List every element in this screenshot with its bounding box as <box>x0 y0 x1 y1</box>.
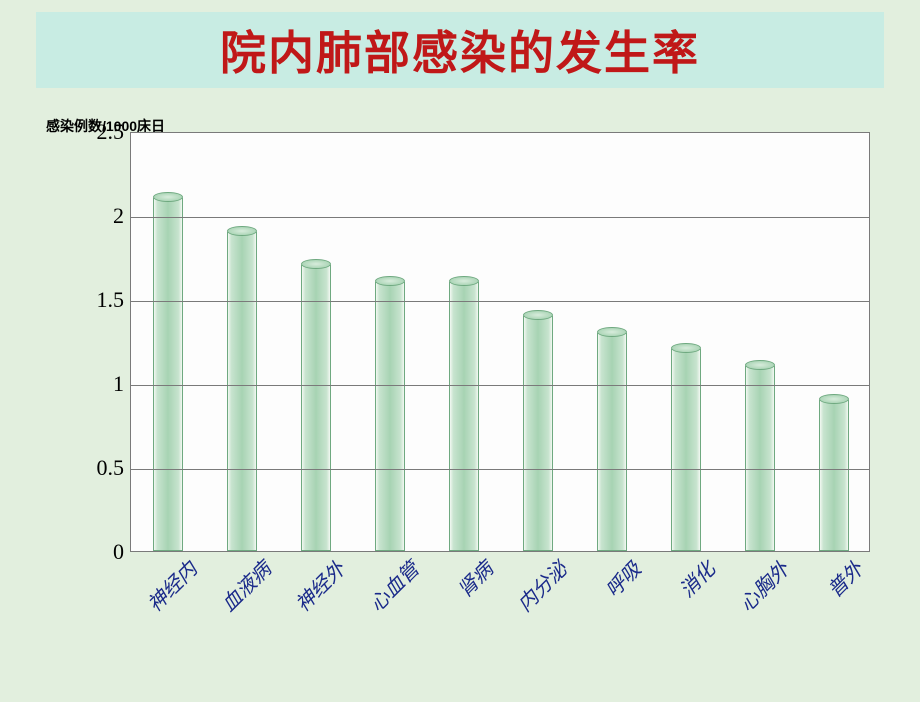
y-tick-label: 0.5 <box>70 455 124 481</box>
bar-body <box>227 232 257 551</box>
bar <box>227 232 257 551</box>
page-title: 院内肺部感染的发生率 <box>220 17 700 83</box>
bar <box>819 400 849 551</box>
bar-cap <box>227 226 257 236</box>
gridline <box>131 385 869 386</box>
bar <box>449 282 479 551</box>
bar <box>375 282 405 551</box>
bar <box>301 265 331 551</box>
bar-body <box>153 198 183 551</box>
bar-body <box>597 333 627 551</box>
bar-body <box>745 366 775 551</box>
bar-body <box>449 282 479 551</box>
bar-body <box>523 316 553 551</box>
bar <box>671 349 701 551</box>
chart-container: 0 0.5 1 1.5 2 2.5 神经内血液病神经外心血管肾病内分泌呼吸消化心胸外普外 <box>70 122 890 632</box>
x-tick-label: 肾病 <box>435 554 498 617</box>
title-band: 院内肺部感染的发生率 <box>36 12 884 88</box>
x-tick-label: 神经外 <box>287 554 350 617</box>
bar <box>597 333 627 551</box>
plot-area <box>130 132 870 552</box>
x-tick-label: 内分泌 <box>509 554 572 617</box>
gridline <box>131 469 869 470</box>
gridline <box>131 301 869 302</box>
x-tick-label: 神经内 <box>139 554 202 617</box>
bar <box>523 316 553 551</box>
x-tick-label: 心血管 <box>361 554 424 617</box>
bar <box>745 366 775 551</box>
bar-cap <box>819 394 849 404</box>
x-tick-label: 血液病 <box>213 554 276 617</box>
gridline <box>131 217 869 218</box>
bar-body <box>671 349 701 551</box>
y-tick-label: 1.5 <box>70 287 124 313</box>
y-tick-label: 2.5 <box>70 119 124 145</box>
bar-cap <box>523 310 553 320</box>
x-labels: 神经内血液病神经外心血管肾病内分泌呼吸消化心胸外普外 <box>130 554 870 674</box>
x-tick-label: 呼吸 <box>583 554 646 617</box>
bar-cap <box>597 327 627 337</box>
y-tick-label: 1 <box>70 371 124 397</box>
bar-body <box>375 282 405 551</box>
bar-body <box>819 400 849 551</box>
x-tick-label: 消化 <box>657 554 720 617</box>
y-tick-label: 0 <box>70 539 124 565</box>
bar-body <box>301 265 331 551</box>
y-tick-label: 2 <box>70 203 124 229</box>
x-tick-label: 心胸外 <box>731 554 794 617</box>
bars-group <box>131 133 869 551</box>
x-tick-label: 普外 <box>805 554 868 617</box>
bar <box>153 198 183 551</box>
